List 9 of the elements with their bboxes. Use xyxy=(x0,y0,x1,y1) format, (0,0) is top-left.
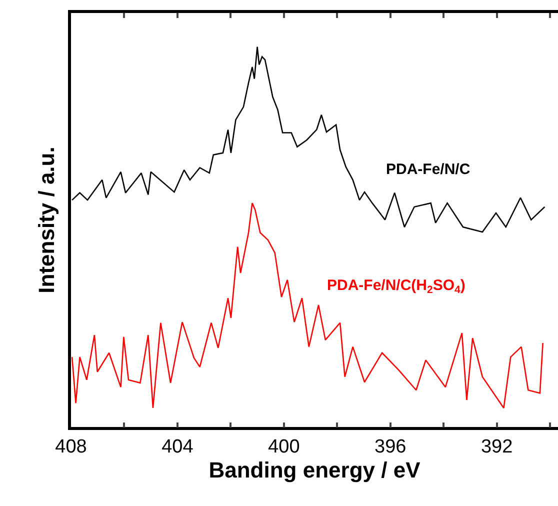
x-tick-label: 396 xyxy=(374,436,406,458)
x-tick-label: 404 xyxy=(162,436,194,458)
y-axis-title: Intensity / a.u. xyxy=(34,146,60,294)
series-label: PDA-Fe/N/C(H$_{2}$SO$_{4}$) xyxy=(327,277,466,296)
x-axis-title: Banding energy / eV xyxy=(208,458,421,483)
x-tick-label: 392 xyxy=(480,436,513,458)
series-label: PDA-Fe/N/C xyxy=(386,161,470,178)
x-tick-label: 400 xyxy=(268,436,300,458)
x-tick-label: 408 xyxy=(55,436,87,458)
